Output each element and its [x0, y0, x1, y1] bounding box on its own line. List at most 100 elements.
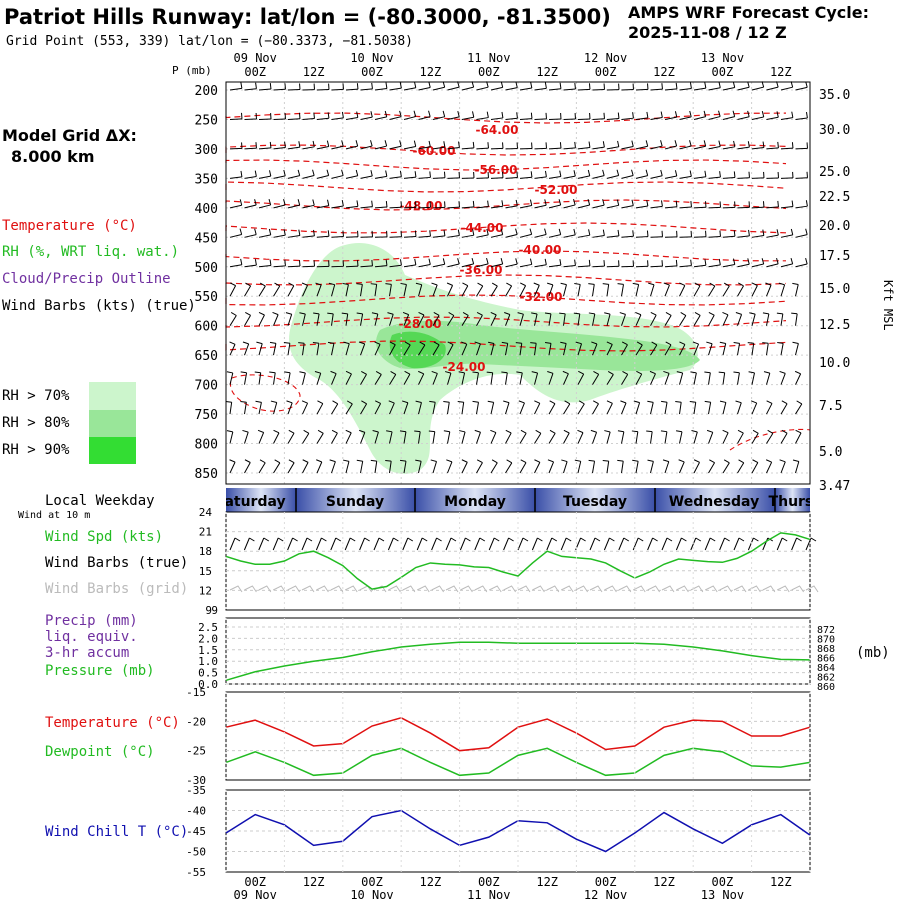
wind-tick-label: 21: [199, 526, 212, 539]
bottom-date-label: 13 Nov: [701, 888, 744, 900]
wind-barb-feather: [371, 259, 373, 266]
wind-barb-feather: [709, 282, 716, 287]
wind-barb-feather: [722, 311, 729, 316]
wind-barb-feather: [457, 258, 460, 265]
wind-barb: [592, 313, 596, 326]
wind-barb-feather: [402, 312, 409, 316]
wind-barb-feather: [675, 401, 682, 403]
wind-barb: [302, 313, 306, 326]
wind-barb: [258, 402, 262, 415]
wind-barb-feather: [704, 400, 711, 403]
wind-barb-feather: [559, 82, 562, 89]
wind-barb-feather: [474, 341, 481, 345]
wind-barb-feather: [283, 199, 286, 206]
wind-barb: [534, 176, 547, 179]
true-wind-barb: [647, 537, 654, 551]
wind-barb-feather: [331, 429, 338, 434]
wind-barb: [635, 461, 639, 474]
wind-barb: [389, 206, 402, 209]
wind-barb-feather: [402, 400, 409, 404]
wind-barb: [360, 206, 373, 209]
windchill-panel: -35 -40 -45 -50 -55: [186, 784, 811, 879]
wind-barb-feather: [431, 282, 438, 286]
wind-barb: [708, 236, 721, 238]
wind-barb-feather: [752, 459, 759, 463]
true-wind-barb-feather: [479, 537, 486, 542]
wind-barb-feather: [446, 459, 453, 463]
wind-barb-feather: [299, 371, 306, 374]
wind-barb-feather: [689, 110, 692, 117]
wind-barb: [780, 313, 784, 326]
true-wind-barb: [675, 537, 682, 551]
wind-barb-feather: [283, 342, 290, 344]
wind-barb: [374, 344, 381, 356]
wind-barb-feather: [258, 311, 265, 316]
wind-barb-feather: [268, 228, 272, 235]
wind-barb: [302, 372, 306, 385]
wind-barb-feather: [573, 199, 576, 206]
wind-barb-feather: [343, 341, 350, 345]
wind-barb-feather: [791, 142, 794, 149]
wind-barb: [795, 205, 808, 209]
wind-barb: [360, 284, 363, 297]
wind-barb-feather: [560, 282, 567, 286]
wind-barb: [316, 461, 323, 474]
wind-barb-feather: [399, 82, 402, 89]
wind-barb: [795, 177, 808, 179]
model-grid-label: Model Grid ΔX:: [2, 126, 137, 145]
wind-barb: [476, 343, 481, 356]
wind-barb-feather: [356, 83, 359, 90]
grid-wind-barb: [229, 585, 243, 593]
wind-barb-feather: [805, 200, 808, 207]
wind-barb: [432, 344, 440, 356]
pressure-tick-label: 700: [195, 379, 218, 394]
wind-barb: [418, 373, 425, 385]
wind-barb-feather: [592, 400, 599, 405]
wind-barb-feather: [690, 200, 692, 208]
wind-barb-feather: [588, 259, 591, 266]
wind-barb: [505, 372, 508, 385]
wind-barb: [751, 285, 758, 297]
wind-barb: [650, 373, 656, 385]
isotherm-line: [225, 222, 787, 234]
wind-barb: [229, 431, 234, 444]
wind-barb-feather: [534, 459, 541, 463]
isotherm-label: -24.00: [443, 360, 486, 374]
top-date-label: 09 Nov: [234, 51, 277, 65]
wind-barb: [693, 116, 706, 120]
wind-barb-feather: [616, 199, 620, 206]
wind-barb: [722, 176, 736, 179]
rh-80-region: [376, 320, 700, 371]
wind-barb: [650, 344, 658, 356]
wind-barb-feather: [617, 459, 624, 462]
wind-barb: [273, 175, 286, 179]
grid-wind-barb: [676, 585, 689, 593]
wind-barb: [693, 87, 706, 91]
legend-cloud: Cloud/Precip Outline: [2, 271, 171, 287]
wind-barb: [432, 431, 436, 444]
true-wind-barb-feather: [537, 537, 543, 542]
wind-barb: [490, 402, 495, 415]
pressure-tick-label: 650: [195, 349, 218, 364]
bottom-time-label: 00Z: [478, 875, 500, 889]
wind-barb-feather: [606, 341, 613, 345]
true-wind-barb-feather: [637, 537, 644, 542]
wind-barb: [780, 263, 793, 268]
wind-barb: [664, 315, 672, 326]
wind-barb: [621, 344, 628, 356]
wind-barb: [766, 116, 779, 120]
wind-barb-feather: [588, 141, 591, 148]
wind-barb-feather: [660, 430, 667, 433]
wind-barb: [432, 116, 445, 120]
wind-barb: [345, 403, 353, 415]
wind-barb: [722, 86, 735, 91]
wind-barb-feather: [315, 282, 322, 286]
wind-barb: [534, 285, 540, 297]
wind-barb: [534, 403, 541, 415]
wind-barb: [360, 343, 366, 356]
wind-barb-feather: [805, 228, 808, 235]
wind-barb: [534, 462, 541, 474]
wind-barb-feather: [443, 171, 446, 178]
wind-barb: [229, 264, 242, 268]
wind-barb: [389, 344, 396, 356]
